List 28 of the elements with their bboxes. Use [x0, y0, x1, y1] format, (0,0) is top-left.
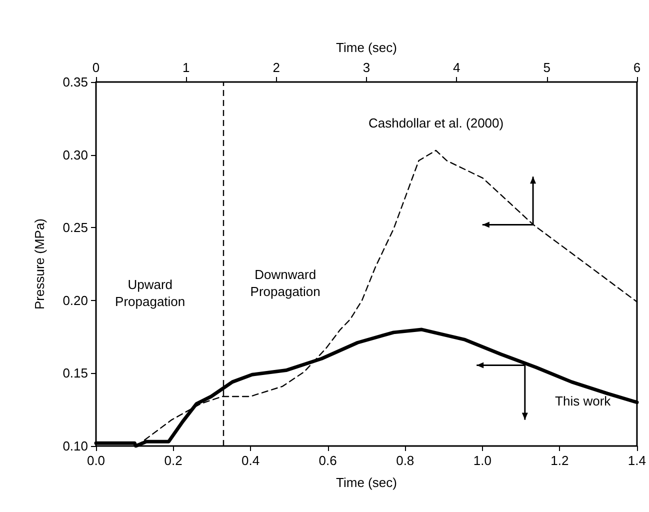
y-tick-label: 0.10 — [62, 438, 88, 454]
text: Cashdollar et al. (2000) — [368, 115, 504, 130]
x-tick-label: 1.4 — [628, 453, 646, 468]
x2-axis-title: Time (sec) — [336, 40, 397, 55]
x-tick-label: 0.4 — [242, 453, 260, 468]
x-tick-label: 1.2 — [550, 453, 569, 468]
x2-tick-label: 6 — [633, 60, 641, 75]
y-tick-label: 0.25 — [62, 220, 88, 236]
x2-tick-label: 0 — [92, 60, 100, 75]
annotation: Upward Propagation — [115, 277, 186, 310]
x2-tick-label: 1 — [182, 60, 190, 75]
y-tick-label: 0.30 — [62, 147, 88, 162]
annotation: Downward Propagation — [250, 266, 320, 299]
y-tick-label: 0.35 — [62, 74, 88, 90]
y-tick-label: 0.15 — [62, 366, 88, 381]
x-axis-title: Time (sec) — [336, 475, 397, 490]
y-tick-label: 0.20 — [62, 292, 88, 308]
x-tick-label: 0.8 — [396, 453, 414, 468]
x2-tick-label: 2 — [272, 60, 280, 75]
series-label: This work — [555, 393, 612, 408]
x-tick-label: 0.6 — [318, 453, 337, 468]
x-tick-label: 0.0 — [86, 453, 106, 468]
x2-tick-label: 3 — [362, 60, 370, 75]
x-tick-label: 1.0 — [473, 453, 492, 468]
x-tick-label: 0.2 — [164, 453, 182, 468]
x2-tick-label: 5 — [543, 60, 550, 75]
x2-tick-label: 4 — [453, 60, 460, 75]
y-axis-title: Pressure (MPa) — [32, 218, 47, 310]
